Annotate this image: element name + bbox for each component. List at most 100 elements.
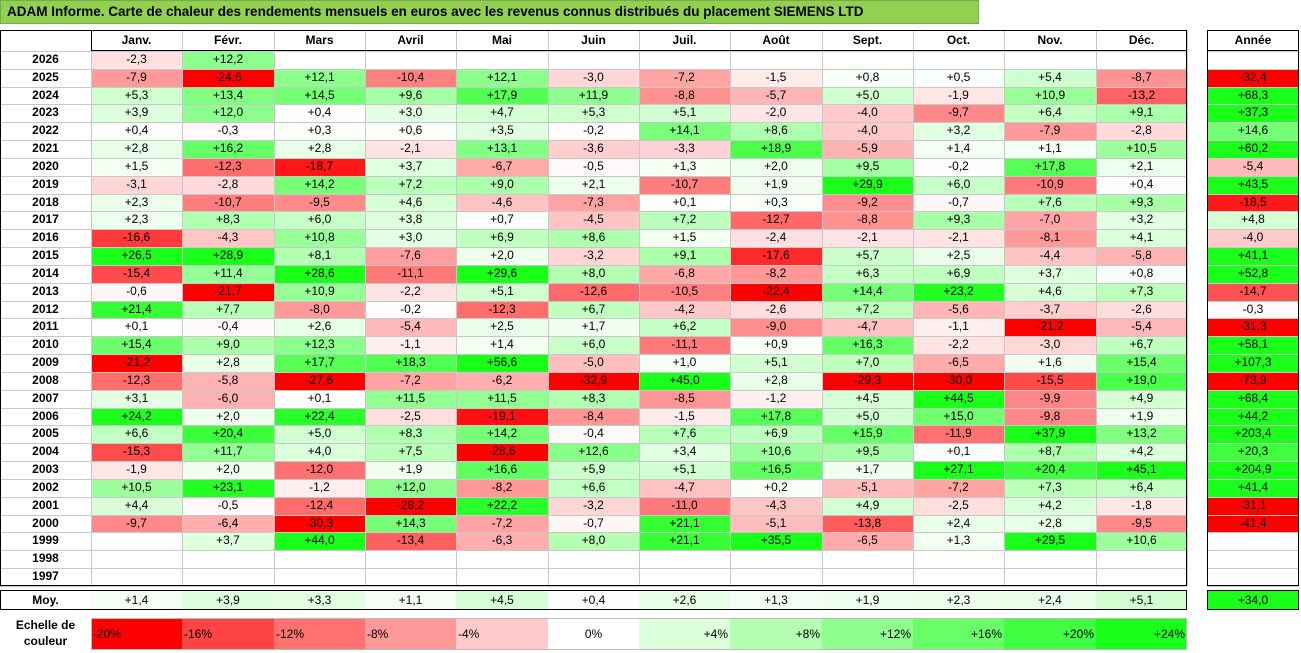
row-gridline <box>0 87 1187 88</box>
heatmap-cell: -4,5 <box>548 211 639 230</box>
heatmap-cell: +1,7 <box>548 318 639 337</box>
heatmap-cell: +9,0 <box>456 175 548 194</box>
row-gridline <box>1207 390 1299 391</box>
heatmap-cell: +12,3 <box>274 336 365 355</box>
heatmap-cell: +3,8 <box>365 211 456 230</box>
heatmap-cell: -2,5 <box>365 407 456 426</box>
heatmap-cell: -3,2 <box>548 247 639 265</box>
heatmap-cell: -1,9 <box>91 461 182 479</box>
heatmap-cell: +12,6 <box>548 443 639 462</box>
heatmap-cell: -9,8 <box>1004 407 1096 426</box>
heatmap-cell: +6,3 <box>822 264 913 283</box>
year-label: 2022 <box>32 123 59 138</box>
heatmap-cell: +2,3 <box>91 193 182 212</box>
heatmap-cell <box>1004 550 1096 569</box>
year-label: 2023 <box>32 105 59 120</box>
heatmap-cell: +0,4 <box>91 122 182 141</box>
annual-cell: -73,9 <box>1207 371 1299 390</box>
heatmap-cell: +1,3 <box>913 532 1004 551</box>
row-gridline <box>0 301 1187 302</box>
row-gridline <box>0 479 1187 480</box>
heatmap-cell: -2,1 <box>913 229 1004 248</box>
heatmap-cell: -13,2 <box>1096 86 1187 105</box>
heatmap-cell: +8,3 <box>182 211 274 230</box>
heatmap-cell <box>822 550 913 569</box>
heatmap-cell: +7,6 <box>1004 193 1096 212</box>
heatmap-cell: +3,4 <box>639 443 730 462</box>
heatmap-cell: +26,5 <box>91 247 182 265</box>
heatmap-cell: +3,0 <box>365 229 456 248</box>
heatmap-cell: +13,4 <box>182 86 274 105</box>
average-annual-cell: +34,0 <box>1207 590 1299 610</box>
heatmap-cell: -8,1 <box>1004 229 1096 248</box>
color-scale-step: 0% <box>548 618 639 650</box>
heatmap-cell: -7,3 <box>548 193 639 212</box>
heatmap-cell: -3,2 <box>548 496 639 515</box>
row-gridline <box>0 586 1187 587</box>
heatmap-cell: +0,8 <box>822 68 913 87</box>
month-header: Oct. <box>946 33 971 47</box>
column-gridline <box>1004 30 1005 586</box>
heatmap-cell: -6,3 <box>456 532 548 551</box>
row-gridline <box>1207 194 1299 195</box>
heatmap-cell: +2,4 <box>913 514 1004 533</box>
year-label: 2001 <box>32 497 59 512</box>
color-scale-step: +20% <box>1004 618 1096 650</box>
heatmap-cell: -4,3 <box>730 496 822 515</box>
year-label: 2020 <box>32 158 59 173</box>
heatmap-cell: -4,0 <box>822 104 913 123</box>
heatmap-cell: +10,5 <box>1096 140 1187 158</box>
heatmap-cell: +12,2 <box>182 51 274 69</box>
annual-cell: +44,2 <box>1207 407 1299 426</box>
year-label: 2011 <box>32 319 59 334</box>
heatmap-cell: -7,9 <box>91 68 182 87</box>
heatmap-cell <box>182 550 274 569</box>
average-cell: +3,9 <box>182 590 274 610</box>
heatmap-cell: +9,6 <box>365 86 456 105</box>
heatmap-cell: +23,1 <box>182 478 274 497</box>
heatmap-cell: +3,7 <box>365 157 456 176</box>
heatmap-cell: -1,9 <box>913 86 1004 105</box>
heatmap-cell <box>1004 568 1096 586</box>
heatmap-cell: +2,0 <box>730 157 822 176</box>
heatmap-cell: +2,8 <box>1004 514 1096 533</box>
heatmap-cell: +20,4 <box>182 425 274 444</box>
heatmap-cell: -5,9 <box>822 140 913 158</box>
heatmap-cell <box>1096 568 1187 586</box>
heatmap-cell: +11,5 <box>365 389 456 408</box>
heatmap-cell: +2,5 <box>913 247 1004 265</box>
heatmap-cell: +6,0 <box>548 336 639 355</box>
average-cell: +3,3 <box>274 590 365 610</box>
heatmap-cell: -2,1 <box>822 229 913 248</box>
heatmap-cell: -0,5 <box>182 496 274 515</box>
heatmap-cell <box>365 568 456 586</box>
heatmap-cell: -2,4 <box>730 229 822 248</box>
heatmap-cell: -4,2 <box>639 300 730 319</box>
heatmap-cell: -0,5 <box>548 157 639 176</box>
heatmap-cell: +4,5 <box>822 389 913 408</box>
heatmap-cell: +1,7 <box>822 461 913 479</box>
heatmap-cell: +6,9 <box>730 425 822 444</box>
year-label: 2013 <box>32 283 59 298</box>
heatmap-cell: +29,5 <box>1004 532 1096 551</box>
heatmap-cell <box>1096 51 1187 69</box>
heatmap-cell <box>91 532 182 551</box>
heatmap-cell: +14,3 <box>365 514 456 533</box>
heatmap-cell: +23,2 <box>913 282 1004 301</box>
row-gridline <box>0 336 1187 337</box>
row-gridline <box>1207 336 1299 337</box>
average-cell: +1,1 <box>365 590 456 610</box>
heatmap-cell: -7,2 <box>365 371 456 390</box>
column-gridline <box>730 30 731 586</box>
heatmap-cell: -9,0 <box>730 318 822 337</box>
heatmap-cell <box>730 550 822 569</box>
heatmap-cell: -1,2 <box>730 389 822 408</box>
heatmap-cell: +17,8 <box>1004 157 1096 176</box>
color-scale-label: Echelle de couleur <box>15 618 76 648</box>
heatmap-cell: -8,0 <box>274 300 365 319</box>
heatmap-cell: +2,3 <box>91 211 182 230</box>
heatmap-cell: -1,5 <box>639 407 730 426</box>
heatmap-cell: +45,0 <box>639 371 730 390</box>
heatmap-cell: -4,7 <box>822 318 913 337</box>
heatmap-cell: -9,2 <box>822 193 913 212</box>
